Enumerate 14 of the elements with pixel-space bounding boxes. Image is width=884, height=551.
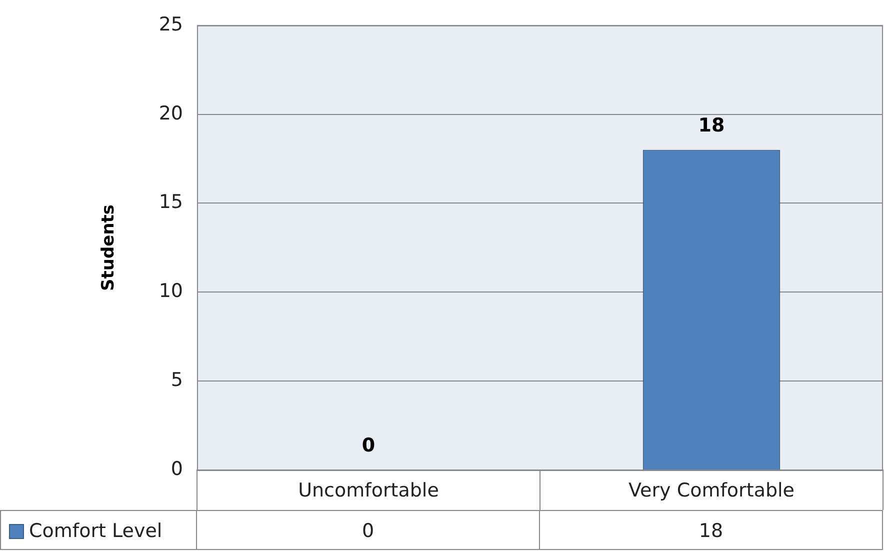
y-axis-title: Students	[98, 204, 119, 291]
data-label: 18	[698, 114, 725, 136]
y-tick-label: 0	[170, 458, 183, 480]
text: 0	[197, 510, 540, 550]
y-tick-label: 5	[170, 369, 183, 392]
text: 18	[540, 510, 883, 550]
legend-label: Comfort Level	[0, 510, 197, 550]
x-tick-label: Very Comfortable	[628, 479, 794, 502]
y-tick-label: 15	[158, 191, 183, 214]
y-tick-label: 20	[158, 102, 183, 124]
data-label: 0	[362, 434, 376, 456]
x-tick-label: Uncomfortable	[298, 479, 439, 502]
y-tick-label: 10	[158, 280, 183, 302]
y-tick-label: 25	[158, 13, 183, 36]
